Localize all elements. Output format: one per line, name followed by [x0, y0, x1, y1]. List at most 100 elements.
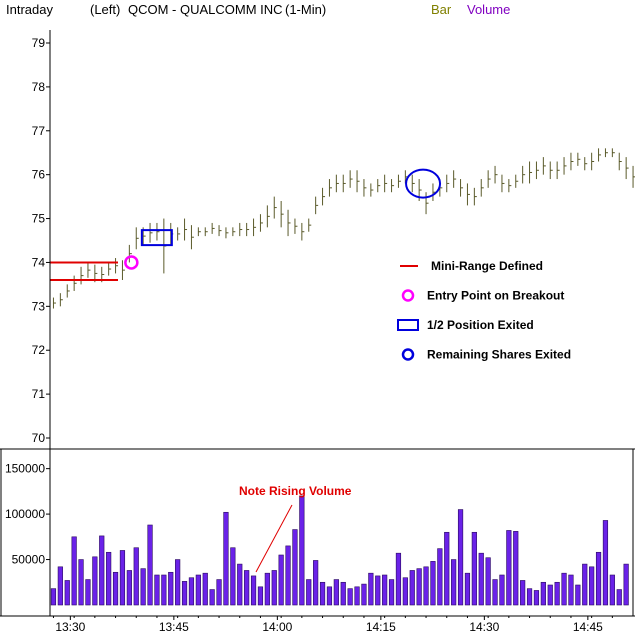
volume-bar [609, 574, 615, 606]
volume-bar [409, 570, 415, 606]
volume-bar [471, 531, 477, 606]
volume-bar [602, 520, 609, 606]
price-y-tick-label: 75 [32, 212, 46, 226]
volume-bar [168, 571, 174, 606]
volume-bar [230, 547, 236, 606]
rising-volume-annotation: Note Rising Volume [239, 484, 352, 498]
entry-point-marker [124, 255, 139, 270]
volume-bar [264, 572, 270, 606]
volume-bar [313, 560, 319, 606]
price-y-tick-label: 79 [32, 36, 46, 50]
volume-bar [306, 579, 312, 606]
volume-bar [78, 559, 84, 606]
volume-bar [561, 572, 567, 606]
time-x-tick-label: 14:00 [262, 620, 292, 634]
volume-bar [416, 568, 422, 606]
volume-bar [85, 579, 91, 606]
volume-bar [278, 554, 284, 606]
volume-series-label: Volume [467, 2, 511, 17]
volume-bar [112, 571, 119, 606]
timeframe-label: (1-Min) [285, 2, 327, 17]
volume-bar [368, 572, 374, 606]
volume-bar [133, 547, 139, 606]
volume-bar [71, 536, 77, 606]
volume-bar [237, 563, 243, 606]
time-x-tick-label: 14:45 [573, 620, 603, 634]
volume-bar [533, 590, 540, 606]
price-y-tick-label: 74 [32, 255, 46, 269]
volume-bar [257, 586, 264, 606]
volume-bar [271, 570, 277, 606]
volume-bar [485, 557, 491, 606]
volume-bar [209, 589, 215, 606]
volume-bar [57, 566, 63, 606]
bar-series-label: Bar [431, 2, 452, 17]
volume-bar [616, 589, 622, 606]
volume-bar [492, 579, 498, 606]
volume-bar [161, 574, 167, 606]
volume-bar [333, 579, 339, 606]
volume-bar [554, 581, 560, 606]
volume-bar [430, 561, 436, 606]
volume-bar [540, 581, 546, 606]
legend-entry-label: 1/2 Position Exited [427, 318, 534, 332]
volume-bar [216, 579, 222, 606]
volume-bar [195, 574, 201, 606]
volume-bar [437, 548, 443, 606]
volume-bar [250, 575, 257, 606]
legend-entry-label: Remaining Shares Exited [427, 348, 571, 362]
legend-entry-label: Mini-Range Defined [431, 259, 543, 273]
volume-bar [464, 572, 471, 606]
volume-bar [582, 563, 588, 606]
chart-legend: Mini-Range Defined Entry Point on Breakou… [397, 259, 571, 362]
volume-bar [499, 574, 505, 606]
volume-bar [589, 566, 595, 606]
price-y-tick-label: 71 [32, 387, 46, 401]
volume-y-tick-label: 150000 [5, 462, 45, 476]
volume-bar [340, 581, 346, 606]
volume-bar [319, 581, 326, 606]
interval-label: Intraday [6, 2, 53, 17]
volume-bar [547, 584, 553, 606]
time-x-tick-label: 13:45 [159, 620, 189, 634]
price-y-tick-label: 70 [32, 431, 46, 445]
time-x-tick-label: 14:15 [366, 620, 396, 634]
volume-bar [402, 577, 408, 606]
annotation-pointer-line [255, 504, 293, 573]
volume-bar [188, 577, 195, 606]
legend-entry-label: Entry Point on Breakout [427, 289, 564, 303]
volume-bar [623, 563, 629, 606]
volume-bar [326, 586, 333, 606]
half-position-exit-marker [140, 229, 173, 247]
volume-bar [513, 531, 519, 606]
price-y-tick-label: 72 [32, 343, 46, 357]
legend-remaining-exit-swatch [401, 348, 415, 361]
instrument-label: QCOM - QUALCOMM INC [128, 2, 283, 17]
legend-half-exit-swatch [397, 319, 419, 331]
volume-y-tick-label: 50000 [12, 553, 46, 567]
legend-entry-swatch [401, 289, 415, 302]
volume-bar [92, 556, 98, 606]
price-panel: 70 71 72 73 74 75 76 77 78 79 [32, 36, 635, 445]
volume-panel: 50000 100000 150000 13:30 13:45 14:00 14:15 14:… [5, 462, 629, 634]
price-y-tick-label: 77 [32, 124, 46, 138]
remaining-shares-exit-marker [405, 168, 442, 199]
volume-bar [451, 559, 457, 606]
volume-bar [50, 588, 57, 606]
time-x-tick-label: 13:30 [55, 620, 85, 634]
axis-side-label: (Left) [90, 2, 121, 17]
time-x-tick-label: 14:30 [469, 620, 499, 634]
volume-bar [202, 572, 208, 606]
volume-bar [354, 586, 360, 606]
price-y-tick-label: 76 [32, 168, 46, 182]
volume-bar [575, 584, 581, 606]
volume-bar [595, 551, 602, 606]
volume-bar [526, 588, 533, 606]
volume-bar [444, 531, 450, 606]
volume-bar [181, 581, 188, 606]
volume-bar [568, 574, 574, 606]
volume-bar [106, 551, 112, 606]
volume-bar [140, 568, 146, 606]
volume-bar [292, 529, 298, 606]
